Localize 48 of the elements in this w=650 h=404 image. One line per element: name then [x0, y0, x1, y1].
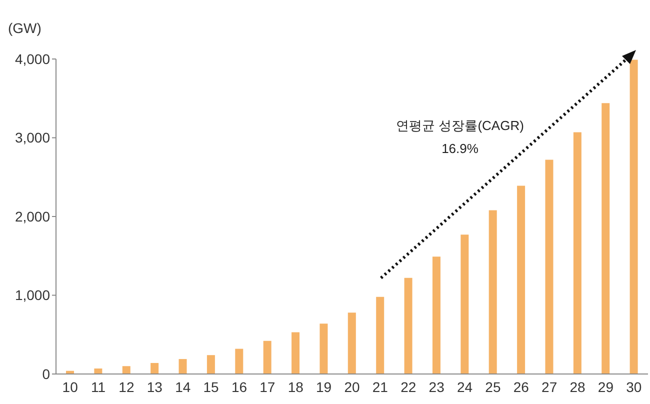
bar — [376, 296, 384, 374]
bar — [263, 340, 272, 374]
x-tick-label: 26 — [513, 378, 530, 395]
bar — [150, 362, 159, 374]
bar — [348, 312, 356, 374]
x-tick-label: 10 — [62, 378, 78, 395]
y-tick-label: 3,000 — [14, 130, 50, 146]
x-tick-label: 19 — [316, 378, 332, 395]
x-tick-label: 27 — [542, 378, 558, 395]
y-tick-label: 1,000 — [14, 287, 50, 304]
bar — [460, 234, 469, 374]
x-tick-label: 21 — [372, 378, 388, 395]
x-tick-label: 30 — [626, 378, 642, 395]
annotation: 16.9% — [440, 140, 480, 158]
x-tick-label: 16 — [231, 378, 248, 395]
x-tick-label: 12 — [118, 378, 134, 395]
x-tick-label: 14 — [175, 378, 191, 395]
x-tick-label: 13 — [146, 378, 163, 395]
bar — [404, 278, 412, 374]
bar — [573, 132, 582, 374]
x-tick-label: 23 — [428, 378, 445, 395]
bar — [320, 324, 328, 374]
x-tick-label: 24 — [456, 378, 473, 395]
x-tick-label: 17 — [260, 378, 276, 395]
y-tick-label: 2,000 — [14, 208, 50, 224]
x-tick-label: 22 — [400, 378, 416, 395]
x-tick-label: 25 — [485, 378, 501, 395]
x-tick-label: 11 — [91, 378, 106, 395]
bar — [94, 368, 102, 374]
bar — [488, 210, 497, 374]
bar — [545, 160, 554, 374]
y-tick-label: 0 — [42, 366, 50, 382]
bar — [122, 366, 130, 374]
x-tick-label: 28 — [570, 378, 586, 395]
x-tick-label: 20 — [344, 378, 360, 395]
bar — [432, 256, 440, 374]
y-tick-label: 4,000 — [14, 50, 50, 67]
x-tick-label: 15 — [203, 378, 220, 395]
bar — [602, 103, 610, 374]
x-tick-label: 29 — [598, 378, 614, 395]
bar — [235, 348, 244, 374]
x-tick-label: 18 — [288, 378, 304, 395]
bar — [206, 355, 215, 374]
bar — [517, 186, 526, 374]
annotation: 연평균 성장률(CAGR) — [395, 117, 525, 135]
bar — [178, 359, 187, 374]
y-axis-title: (GW) — [8, 20, 42, 36]
bar — [292, 332, 300, 374]
